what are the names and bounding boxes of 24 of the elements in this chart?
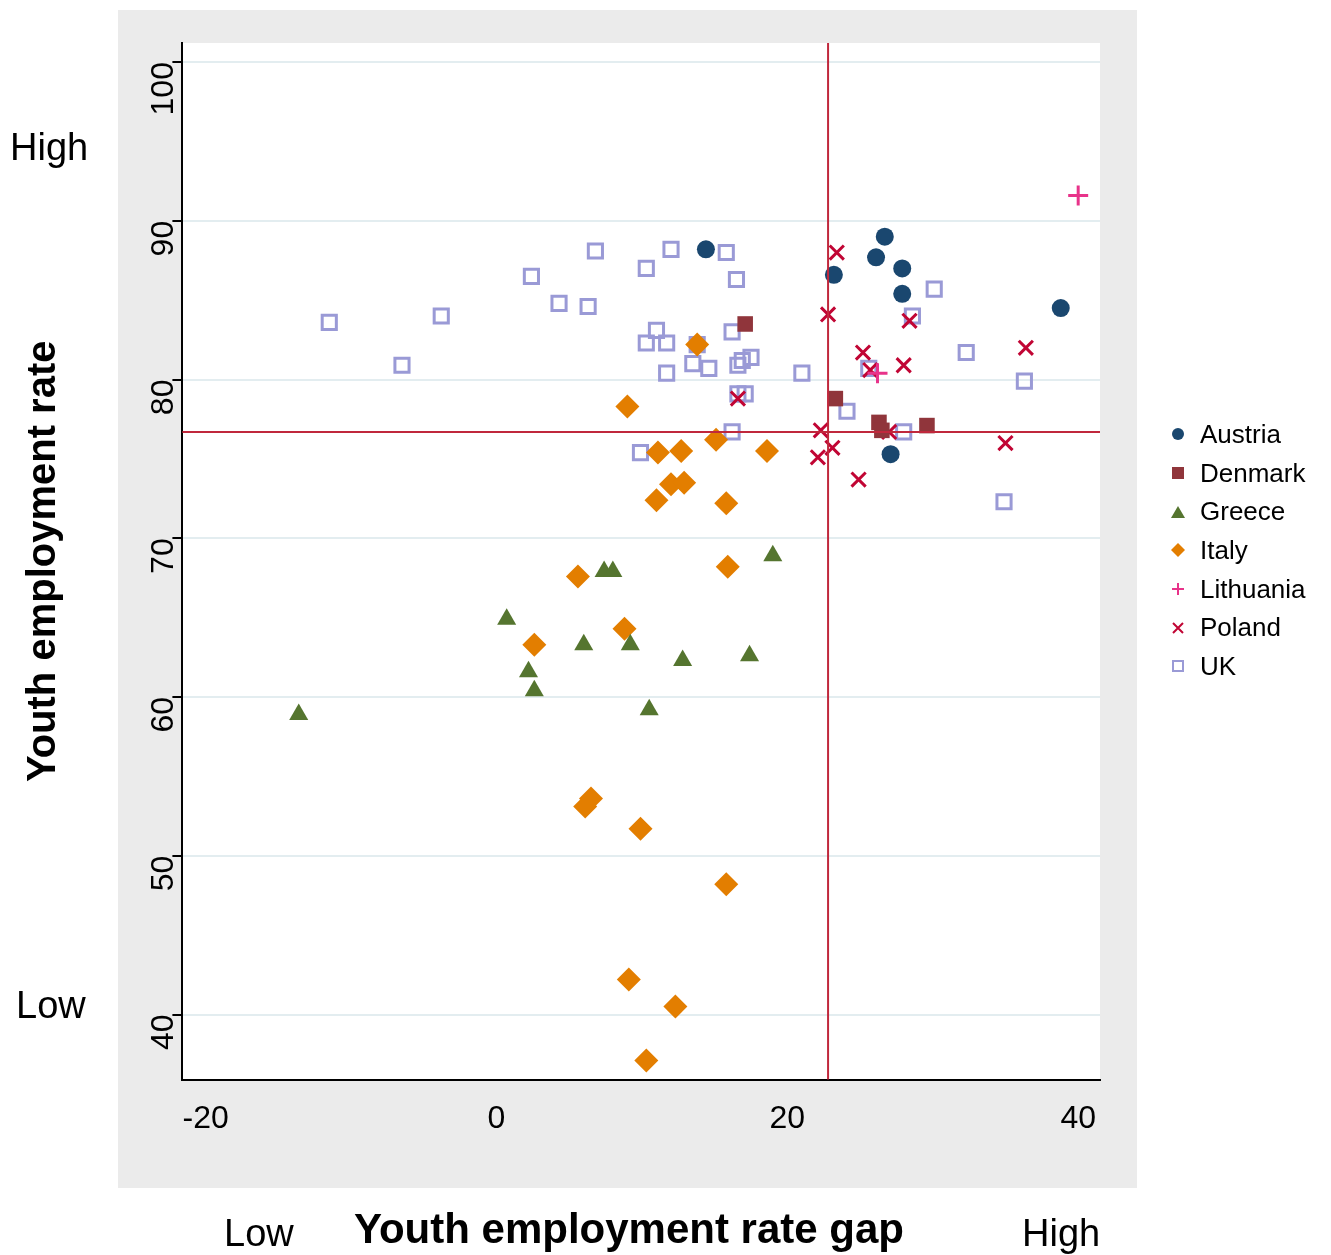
legend-label: Denmark [1200, 457, 1306, 489]
text: High [10, 126, 89, 168]
y-tick-label: 90 [144, 220, 181, 257]
y-tick-label: 80 [144, 379, 181, 416]
legend-label: Poland [1200, 612, 1281, 644]
x-tick-label: -20 [182, 1098, 229, 1135]
text: Low [224, 1212, 294, 1254]
text: High [1022, 1212, 1101, 1254]
x-tick-label: 0 [487, 1098, 506, 1135]
legend-label: Greece [1200, 496, 1286, 528]
legend-label: Italy [1200, 534, 1248, 566]
x-tick-label: 20 [769, 1098, 806, 1135]
y-tick-label: 50 [144, 855, 181, 892]
legend-label: Lithuania [1200, 573, 1306, 605]
y-axis-title: Youth employment rate [19, 340, 64, 783]
x-axis-title: Youth employment rate gap [354, 1205, 904, 1252]
text: Low [16, 984, 86, 1026]
y-tick-label: 70 [144, 538, 181, 574]
y-tick-label: 100 [144, 62, 181, 116]
x-tick-label: 40 [1060, 1098, 1096, 1135]
legend-label: Austria [1200, 418, 1281, 450]
y-tick-label: 40 [144, 1014, 181, 1051]
y-tick-label: 60 [144, 697, 181, 733]
legend-label: UK [1200, 650, 1237, 682]
